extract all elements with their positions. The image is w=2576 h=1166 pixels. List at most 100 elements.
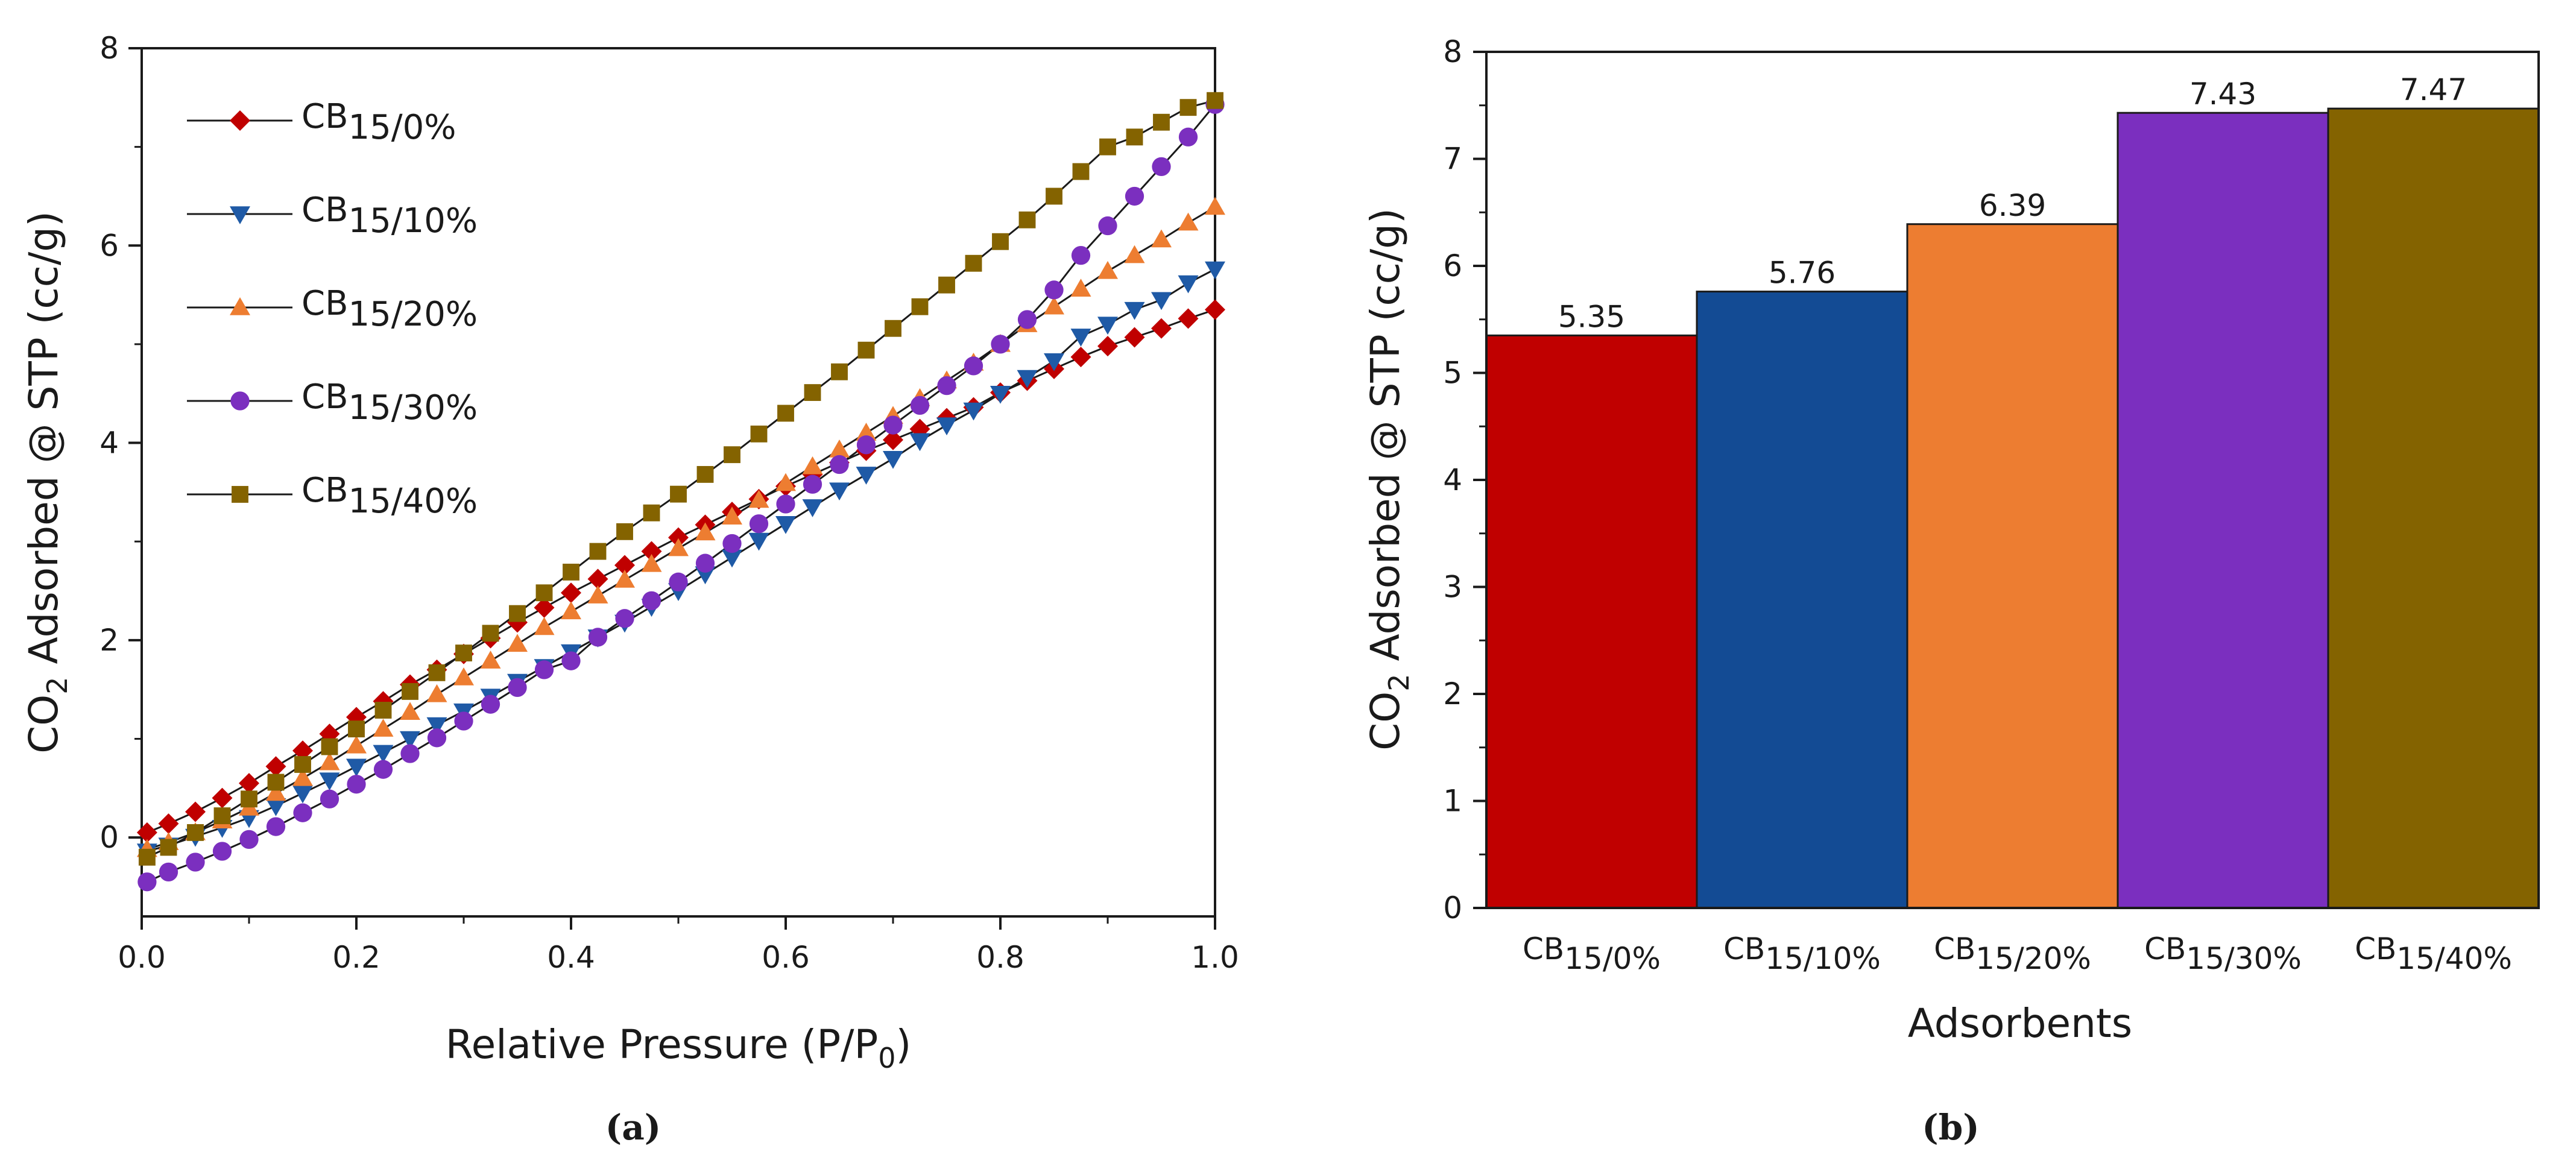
panel-b-xlabel: Adsorbents	[1908, 1000, 2132, 1047]
data-point-15/30%	[347, 775, 366, 794]
data-point-15/20%	[1178, 212, 1199, 231]
data-point-15/10%	[1124, 301, 1145, 320]
data-point-15/20%	[1044, 296, 1064, 315]
data-point-15/20%	[587, 585, 608, 603]
data-point-15/10%	[319, 772, 340, 791]
legend-marker	[232, 486, 248, 503]
data-point-15/0%	[614, 555, 635, 576]
panel-b-ytick-label: 0	[1443, 890, 1462, 925]
panel-a-axis-ticks: 0.0 0.2 0.4 0.6 0.8 1.0 0 2 4 6 8	[99, 31, 1239, 975]
data-point-15/10%	[1097, 317, 1118, 335]
bar-category-base: CB	[1523, 931, 1564, 966]
data-point-15/0%	[1205, 299, 1225, 320]
data-point-15/20%	[319, 752, 340, 771]
panel-a-ylabel-part1: CO	[21, 695, 67, 754]
data-point-15/20%	[480, 651, 501, 669]
data-point-15/40%	[1153, 113, 1170, 131]
data-point-15/30%	[722, 534, 742, 553]
panel-b-ylabel-part1: CO	[1362, 692, 1409, 751]
data-point-15/40%	[777, 405, 794, 422]
data-point-15/30%	[186, 852, 205, 872]
data-point-15/30%	[320, 789, 339, 808]
data-point-15/40%	[1046, 188, 1062, 205]
data-point-15/0%	[136, 822, 157, 843]
data-point-15/40%	[428, 664, 446, 681]
data-point-15/20%	[1205, 197, 1225, 215]
legend-label-base: CB	[301, 471, 349, 510]
data-point-15/30%	[615, 609, 634, 628]
data-point-15/30%	[1125, 186, 1144, 206]
bar-value-label: 7.43	[2189, 77, 2256, 112]
data-point-15/20%	[426, 684, 447, 702]
bar-category-label: CB15/30%	[2144, 931, 2302, 976]
data-point-15/40%	[482, 625, 499, 642]
bar-category-sub: 15/20%	[1975, 941, 2091, 976]
data-point-15/30%	[1071, 245, 1091, 265]
bar-category-label: CB15/0%	[1523, 931, 1661, 976]
data-point-15/20%	[346, 735, 367, 754]
data-point-15/30%	[239, 830, 259, 849]
data-point-15/0%	[534, 597, 555, 618]
data-point-15/40%	[138, 848, 156, 866]
legend-marker	[230, 391, 250, 411]
panel-b-ytick-label: 3	[1443, 570, 1462, 605]
data-point-15/10%	[1017, 370, 1038, 388]
panel-a-legend: CB15/0%CB15/10%CB15/20%CB15/30%CB15/40%	[187, 97, 478, 521]
data-point-15/0%	[1097, 336, 1118, 357]
panel-b-ylabel: CO2 Adsorbed @ STP (cc/g)	[1362, 208, 1415, 751]
data-point-15/20%	[614, 570, 635, 588]
data-point-15/20%	[1151, 229, 1172, 248]
panel-a-ytick-label: 2	[99, 623, 119, 658]
panel-a-xlabel: Relative Pressure (P/P0)	[446, 1021, 912, 1074]
legend-label-sub: 15/0%	[349, 108, 456, 147]
data-point-15/40%	[724, 446, 740, 464]
data-point-15/40%	[321, 738, 338, 755]
panel-a-xlabel-part2: )	[896, 1021, 912, 1068]
panel-b-axis-ticks: 0 1 2 3 4 5 6 7 8	[1443, 34, 1486, 925]
data-point-15/30%	[749, 514, 769, 534]
data-point-15/40%	[804, 384, 821, 402]
data-point-15/0%	[1151, 318, 1172, 339]
legend-label: CB15/20%	[301, 284, 478, 334]
bar-category-label: CB15/10%	[1723, 931, 1881, 976]
legend-label-base: CB	[301, 191, 349, 230]
data-point-15/10%	[265, 798, 286, 816]
panel-b: 5.35CB15/0%5.76CB15/10%6.39CB15/20%7.43C…	[1362, 34, 2540, 1148]
panel-b-ytick-label: 5	[1443, 356, 1462, 391]
legend-label-sub: 15/10%	[349, 201, 478, 241]
data-point-15/40%	[294, 756, 311, 773]
data-point-15/0%	[212, 787, 233, 808]
data-point-15/0%	[561, 582, 581, 603]
data-point-15/20%	[1097, 260, 1118, 279]
panel-b-frame	[1485, 51, 2540, 909]
data-point-15/40%	[160, 839, 177, 856]
data-point-15/40%	[965, 254, 982, 272]
data-point-15/30%	[508, 678, 527, 698]
data-point-15/10%	[775, 515, 796, 534]
data-point-15/30%	[373, 760, 393, 779]
bar-value-label: 5.35	[1558, 299, 1625, 334]
data-point-15/40%	[241, 790, 257, 808]
data-point-15/20%	[561, 601, 581, 620]
data-point-15/40%	[1072, 163, 1090, 180]
data-point-15/30%	[534, 660, 554, 679]
bar-15/0%	[1485, 334, 1698, 909]
data-point-15/20%	[265, 783, 286, 801]
data-point-15/10%	[1070, 329, 1091, 347]
data-point-15/10%	[802, 499, 823, 517]
data-point-15/20%	[829, 440, 850, 458]
data-point-15/0%	[668, 527, 689, 548]
data-point-15/40%	[267, 774, 285, 791]
legend-label-sub: 15/40%	[349, 482, 478, 521]
panel-b-ytick-label: 6	[1443, 248, 1462, 283]
data-point-15/30%	[266, 817, 286, 836]
data-point-15/20%	[775, 473, 796, 491]
data-point-15/40%	[992, 233, 1009, 250]
bar-category-sub: 15/40%	[2396, 941, 2512, 976]
data-point-15/20%	[748, 490, 769, 508]
data-point-15/20%	[856, 423, 877, 441]
data-point-15/20%	[668, 538, 689, 556]
bar-category-sub: 15/0%	[1564, 941, 1661, 976]
data-point-15/10%	[829, 482, 850, 501]
data-point-15/40%	[616, 523, 633, 540]
